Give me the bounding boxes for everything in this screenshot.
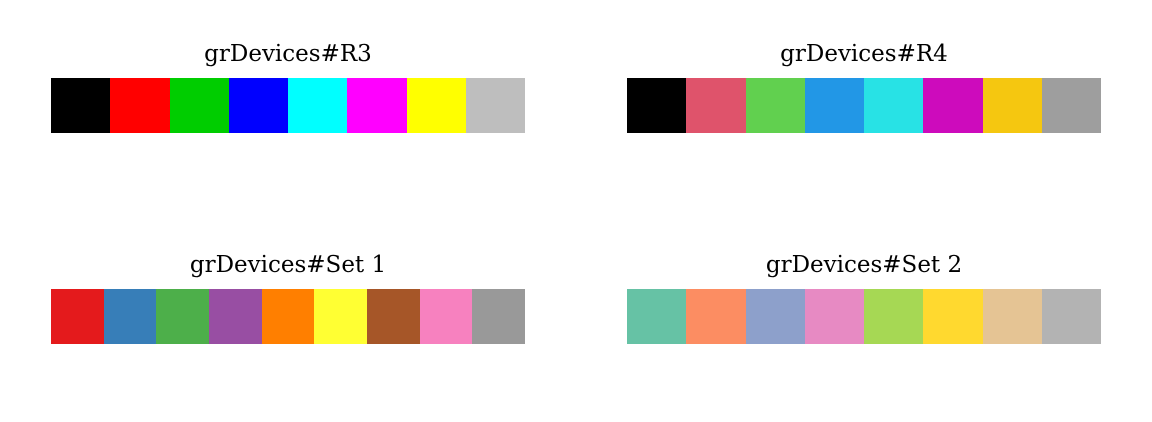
color-swatch — [472, 289, 526, 344]
color-swatch — [156, 289, 210, 344]
color-swatch — [406, 78, 466, 133]
color-swatch — [51, 289, 104, 344]
color-swatch — [982, 289, 1042, 344]
color-swatch — [1041, 78, 1101, 133]
color-swatch — [864, 289, 924, 344]
color-swatch — [804, 289, 864, 344]
palette-title: grDevices#Set 1 — [189, 252, 387, 278]
swatch-strip — [51, 289, 526, 344]
color-swatch — [1041, 289, 1101, 344]
color-swatch — [864, 78, 924, 133]
color-swatch — [923, 289, 983, 344]
color-swatch — [627, 78, 687, 133]
swatch-strip — [51, 78, 525, 133]
color-swatch — [110, 78, 170, 133]
palette-title: grDevices#R3 — [204, 41, 372, 67]
color-swatch — [923, 78, 983, 133]
color-swatch — [51, 78, 111, 133]
swatch-strip — [627, 78, 1101, 133]
color-swatch — [419, 289, 473, 344]
color-swatch — [982, 78, 1042, 133]
color-swatch — [209, 289, 262, 344]
color-swatch — [314, 289, 368, 344]
swatch-strip — [627, 289, 1101, 344]
palette-title: grDevices#R4 — [780, 41, 948, 67]
color-swatch — [804, 78, 864, 133]
color-swatch — [169, 78, 229, 133]
color-swatch — [686, 78, 746, 133]
color-swatch — [103, 289, 157, 344]
color-swatch — [745, 289, 805, 344]
color-swatch — [347, 78, 407, 133]
color-swatch — [745, 78, 805, 133]
color-swatch — [367, 289, 420, 344]
color-swatch — [686, 289, 746, 344]
color-swatch — [627, 289, 687, 344]
color-swatch — [465, 78, 525, 133]
palette-title: grDevices#Set 2 — [765, 252, 963, 278]
color-swatch — [261, 289, 315, 344]
color-swatch — [228, 78, 288, 133]
color-swatch — [288, 78, 348, 133]
